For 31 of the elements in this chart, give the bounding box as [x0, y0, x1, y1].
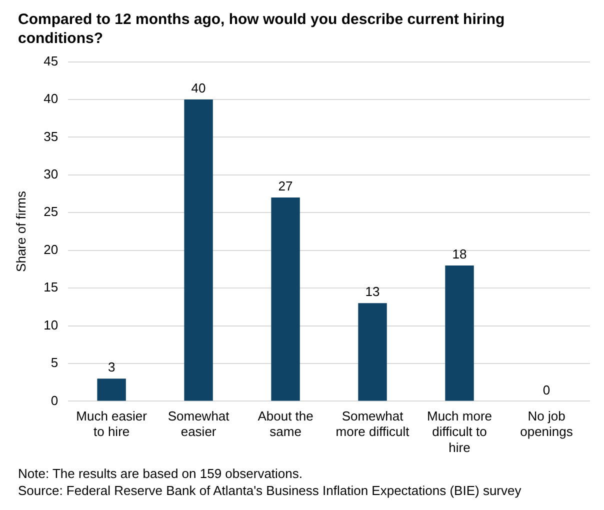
x-tick-label: Somewhat easier — [168, 408, 230, 440]
x-tick-label: Much easier to hire — [76, 408, 148, 440]
y-tick-label: 35 — [44, 128, 58, 144]
bar — [184, 100, 213, 401]
bar — [358, 303, 387, 401]
bar — [271, 198, 300, 401]
x-tick-label: Somewhat more difficult — [336, 408, 410, 440]
y-tick-label: 0 — [50, 392, 58, 408]
data-label: 27 — [278, 178, 293, 194]
y-tick-label: 30 — [44, 166, 58, 182]
y-tick-label: 20 — [44, 242, 58, 257]
data-label: 3 — [108, 360, 116, 375]
x-tick-label: About the same — [258, 408, 314, 440]
data-label: 40 — [191, 80, 206, 96]
y-tick-label: 5 — [50, 355, 58, 370]
data-label: 18 — [452, 246, 467, 262]
x-tick-label: Much more difficult to hire — [427, 408, 492, 455]
y-tick-label: 15 — [44, 280, 58, 295]
bar — [97, 378, 126, 401]
data-label: 0 — [542, 382, 550, 398]
data-label: 13 — [365, 284, 380, 300]
y-tick-label: 25 — [44, 204, 58, 220]
x-tick-label: No job openings — [520, 408, 574, 440]
source-note: Source: Federal Reserve Bank of Atlanta's Business Inflation Expectations (BIE) survey — [18, 482, 522, 499]
y-tick-label: 10 — [44, 317, 58, 332]
y-tick-label: 40 — [44, 91, 58, 106]
y-axis-title: Share of firms — [13, 190, 28, 272]
bar — [445, 265, 474, 401]
text: Note: The results are based on 159 observations. — [18, 465, 304, 482]
chart-title: Compared to 12 months ago, how would you describe current hiring conditions? — [18, 10, 506, 48]
y-tick-label: 45 — [44, 53, 58, 68]
